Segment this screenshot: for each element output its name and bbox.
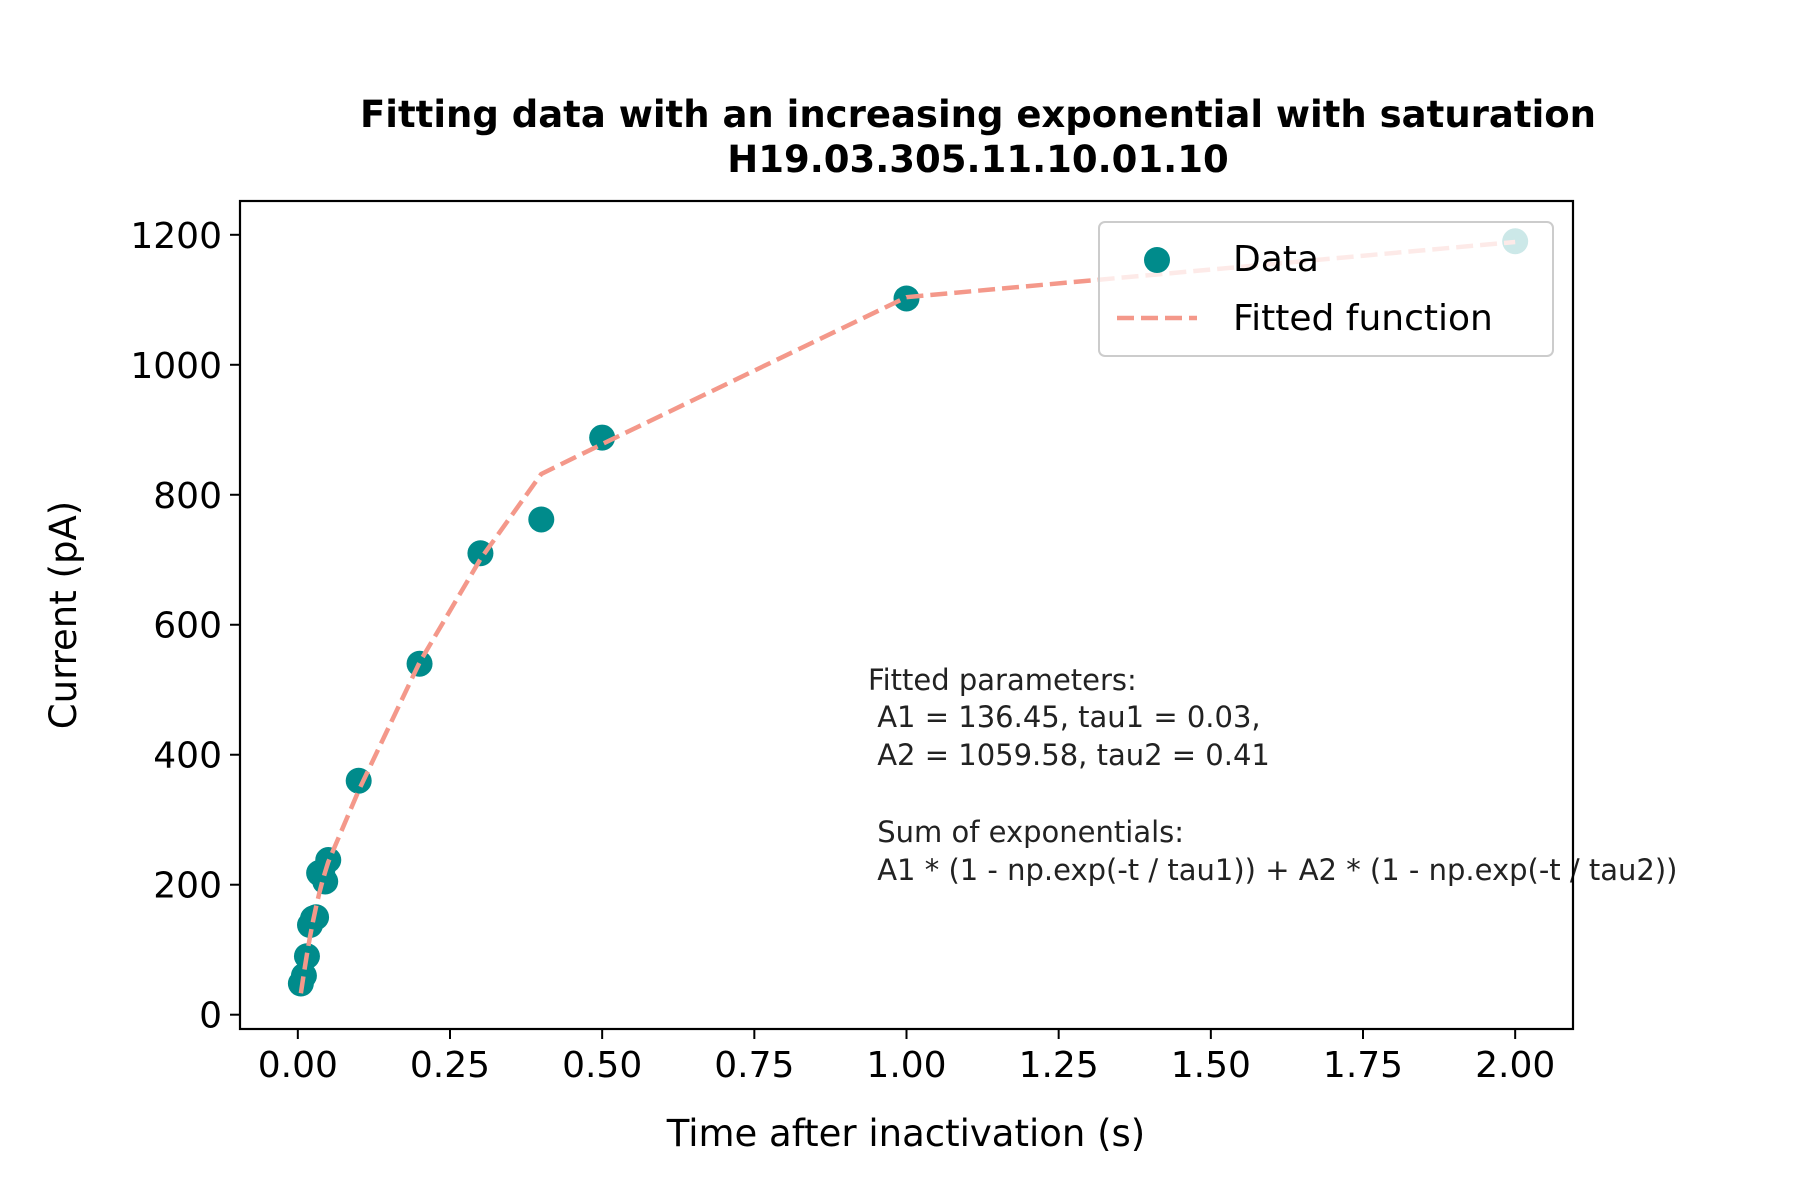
- legend-data-marker: [1144, 247, 1170, 273]
- x-tick-label: 1.50: [1171, 1045, 1251, 1086]
- x-tick-label: 1.25: [1019, 1045, 1099, 1086]
- legend-box: [1098, 221, 1554, 357]
- data-point: [589, 424, 616, 451]
- chart-title: Fitting data with an increasing exponent…: [360, 93, 1596, 136]
- annotation-line-6: A1 * (1 - np.exp(-t / tau1)) + A2 * (1 -…: [868, 853, 1677, 887]
- legend-data-label: Data: [1233, 239, 1319, 280]
- data-point: [528, 506, 555, 533]
- x-tick-label: 2.00: [1475, 1045, 1555, 1086]
- x-tick-label: 0.25: [410, 1045, 490, 1086]
- y-tick-label: 200: [153, 866, 222, 907]
- x-axis-label: Time after inactivation (s): [666, 1112, 1146, 1155]
- x-tick-label: 1.00: [866, 1045, 946, 1086]
- data-point: [893, 285, 920, 312]
- chart-subtitle: H19.03.305.11.10.01.10: [727, 138, 1228, 181]
- annotation-box: Fitted parameters: A1 = 136.45, tau1 = 0…: [868, 663, 1677, 887]
- y-tick-label: 1200: [130, 216, 222, 257]
- y-tick-label: 800: [153, 476, 222, 517]
- y-tick-label: 0: [199, 996, 222, 1037]
- annotation-line-1: Fitted parameters:: [868, 663, 1137, 697]
- x-tick-label: 0.75: [714, 1045, 794, 1086]
- annotation-line-2: A1 = 136.45, tau1 = 0.03,: [868, 700, 1261, 734]
- plot-data: [287, 228, 1529, 997]
- data-point: [290, 962, 317, 989]
- annotation-line-3: A2 = 1059.58, tau2 = 0.41: [868, 738, 1270, 772]
- annotation-line-5: Sum of exponentials:: [868, 815, 1184, 849]
- y-axis-label: Current (pA): [42, 501, 85, 729]
- x-tick-label: 0.00: [258, 1045, 338, 1086]
- y-tick-label: 600: [153, 606, 222, 647]
- fitted-function-line: [298, 239, 1516, 994]
- x-tick-label: 0.50: [562, 1045, 642, 1086]
- axis-ticks: 0.00 0.25 0.50 0.75 1.00 1.25 1.50 1.75 2.00 0 200…: [130, 216, 1555, 1086]
- y-tick-label: 400: [153, 736, 222, 777]
- legend: Data Fitted function: [1098, 221, 1554, 357]
- y-tick-label: 1000: [130, 346, 222, 387]
- legend-fit-label: Fitted function: [1233, 298, 1493, 339]
- x-tick-label: 1.75: [1323, 1045, 1403, 1086]
